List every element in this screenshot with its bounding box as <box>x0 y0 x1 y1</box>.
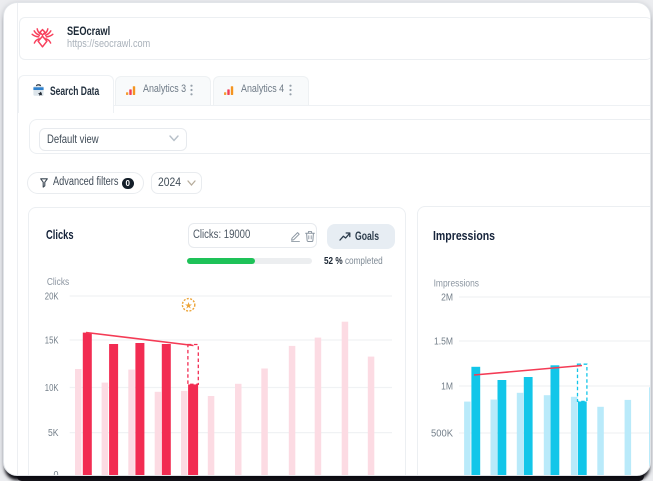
svg-text:500K: 500K <box>431 429 453 440</box>
svg-text:1M: 1M <box>441 382 453 393</box>
svg-text:2M: 2M <box>441 293 453 304</box>
svg-text:0: 0 <box>54 470 59 476</box>
svg-text:Clicks: Clicks <box>47 277 69 288</box>
svg-text:5K: 5K <box>48 428 59 439</box>
svg-text:15K: 15K <box>45 336 59 347</box>
svg-text:1.5M: 1.5M <box>434 337 453 348</box>
svg-text:Impressions: Impressions <box>434 278 479 289</box>
svg-text:20K: 20K <box>45 292 59 303</box>
svg-text:10K: 10K <box>45 383 59 394</box>
svg-text:★: ★ <box>185 300 193 310</box>
